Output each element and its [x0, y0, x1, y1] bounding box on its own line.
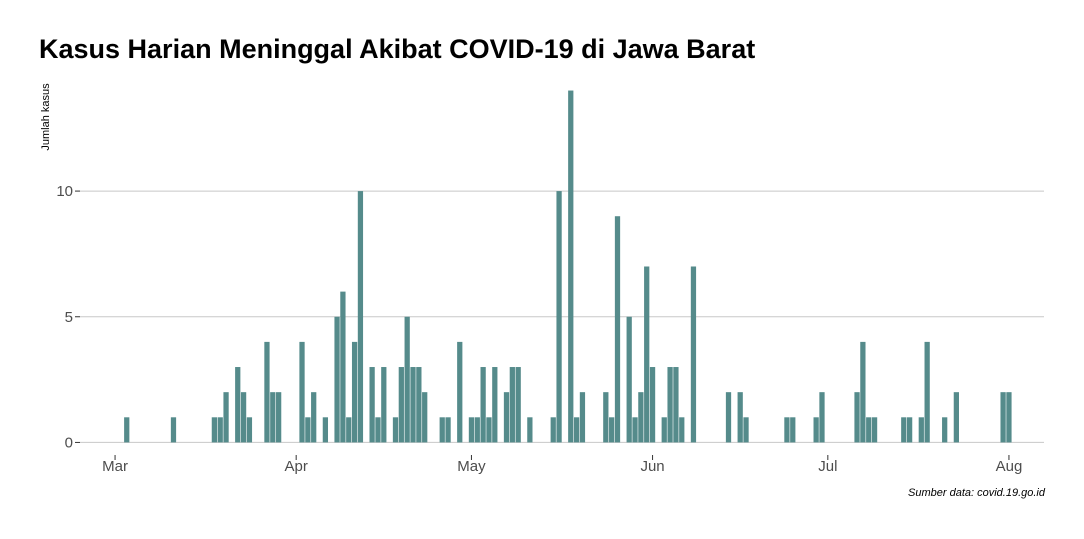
bar-2020-05-08	[509, 367, 515, 443]
axes: 0 5 10 Mar Apr May Jun Jul Aug	[56, 183, 1022, 475]
bar-2020-07-06	[854, 392, 860, 443]
bar-2020-05-26	[614, 216, 621, 443]
bar-2020-08-01	[1006, 392, 1012, 443]
bar-2020-03-11	[170, 417, 177, 443]
bar-2020-04-02	[299, 341, 305, 443]
bar-2020-03-24	[246, 417, 253, 443]
bar-2020-05-03	[480, 367, 486, 443]
bar-2020-04-27	[445, 417, 451, 443]
x-tick-label-mar: Mar	[102, 458, 128, 475]
x-tick-label-jul: Jul	[818, 458, 837, 475]
bar-2020-03-19	[217, 417, 223, 443]
bar-2020-05-07	[503, 392, 510, 443]
bar-2020-07-17	[918, 417, 924, 443]
bar-2020-06-06	[679, 417, 685, 443]
y-tick-label: 0	[65, 434, 73, 451]
bar-2020-05-11	[527, 417, 533, 443]
bar-2020-04-26	[439, 417, 445, 443]
bar-2020-04-20	[404, 316, 410, 443]
bar-2020-04-12	[357, 191, 364, 443]
bar-2020-03-22	[235, 367, 241, 443]
bar-2020-05-16	[556, 191, 562, 443]
bars	[124, 90, 1012, 443]
bar-2020-04-19	[398, 367, 404, 443]
bar-2020-07-18	[924, 341, 930, 443]
bar-2020-07-08	[866, 417, 872, 443]
source-caption: Sumber data: covid.19.go.id	[908, 487, 1045, 499]
x-tick-label-jun: Jun	[640, 458, 664, 475]
bar-2020-05-30	[638, 392, 644, 443]
x-tick-label-aug: Aug	[996, 458, 1023, 475]
bar-2020-05-29	[632, 417, 638, 443]
bar-2020-03-03	[124, 417, 130, 443]
bar-2020-07-23	[953, 392, 959, 443]
bar-2020-06-29	[813, 417, 819, 443]
bar-2020-05-05	[492, 367, 498, 443]
bar-2020-03-28	[270, 392, 276, 443]
bar-2020-05-19	[573, 417, 580, 443]
bar-2020-06-17	[743, 417, 749, 443]
gridlines	[80, 190, 1044, 443]
bar-2020-04-22	[416, 367, 422, 443]
x-tick-label-may: May	[457, 458, 486, 475]
bar-2020-04-09	[340, 291, 346, 443]
bar-2020-06-05	[673, 367, 679, 443]
bar-2020-04-15	[375, 417, 381, 443]
bar-2020-03-20	[223, 392, 229, 443]
x-tick-label-apr: Apr	[284, 458, 307, 475]
bar-2020-06-30	[819, 392, 825, 443]
bar-2020-07-15	[906, 417, 913, 443]
y-tick-label: 10	[56, 183, 73, 200]
chart-title: Kasus Harian Meninggal Akibat COVID-19 d…	[39, 34, 756, 64]
bar-2020-05-04	[486, 417, 492, 443]
bar-2020-06-25	[790, 417, 796, 443]
bar-2020-03-23	[240, 392, 247, 443]
bar-2020-04-16	[381, 367, 387, 443]
bar-2020-05-01	[468, 417, 475, 443]
bar-2020-05-15	[550, 417, 556, 443]
bar-2020-07-09	[871, 417, 878, 443]
bar-2020-04-04	[311, 392, 317, 443]
y-tick-label: 5	[65, 309, 73, 326]
bar-2020-06-24	[784, 417, 790, 443]
bar-2020-04-18	[392, 417, 399, 443]
bar-2020-05-20	[579, 392, 586, 443]
bar-2020-04-29	[457, 341, 463, 443]
bar-2020-07-07	[860, 341, 866, 443]
bar-2020-05-31	[644, 266, 650, 443]
bar-2020-03-29	[276, 392, 282, 443]
bar-2020-06-04	[667, 367, 673, 443]
bar-2020-04-11	[351, 341, 358, 443]
bar-2020-05-25	[609, 417, 615, 443]
bar-2020-04-21	[410, 367, 416, 443]
bar-2020-04-23	[422, 392, 428, 443]
bar-2020-04-03	[305, 417, 311, 443]
bar-2020-06-16	[737, 392, 743, 443]
bar-2020-03-18	[211, 417, 218, 443]
bar-2020-05-28	[626, 316, 632, 443]
bar-2020-06-08	[690, 266, 697, 443]
bar-2020-05-02	[474, 417, 480, 443]
bar-2020-04-10	[346, 417, 352, 443]
bar-2020-03-27	[264, 341, 270, 443]
bar-2020-05-24	[603, 392, 609, 443]
bar-2020-04-08	[334, 316, 340, 443]
bar-2020-06-14	[725, 392, 732, 443]
bar-2020-04-06	[322, 417, 329, 443]
bar-2020-06-03	[661, 417, 667, 443]
bar-2020-06-01	[649, 367, 656, 443]
bar-2020-07-21	[942, 417, 948, 443]
bar-2020-05-18	[568, 90, 574, 443]
bar-2020-04-14	[369, 367, 375, 443]
bar-2020-07-31	[1000, 392, 1006, 443]
bar-2020-07-14	[901, 417, 907, 443]
bar-2020-05-09	[515, 367, 521, 443]
